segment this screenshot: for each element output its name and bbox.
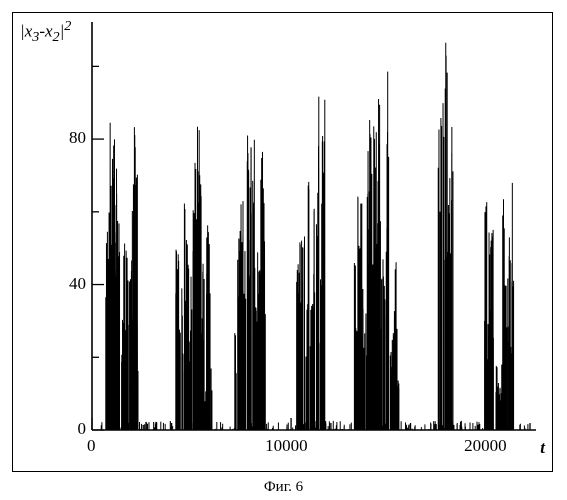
x-tick-label: 20000 <box>464 436 507 456</box>
x-tick-label: 10000 <box>265 436 308 456</box>
figure-container: |x3-x2|2 t 0 40 80 0 10000 20000 Фиг. 6 <box>0 0 567 500</box>
y-tick-label: 0 <box>78 419 87 439</box>
y-tick-label: 40 <box>69 274 86 294</box>
y-tick-label: 80 <box>69 128 86 148</box>
outer-border <box>12 12 553 472</box>
figure-caption: Фиг. 6 <box>0 479 567 496</box>
x-axis-label: t <box>540 438 545 458</box>
y-axis-label: |x3-x2|2 <box>20 18 71 46</box>
x-tick-label: 0 <box>87 436 96 456</box>
